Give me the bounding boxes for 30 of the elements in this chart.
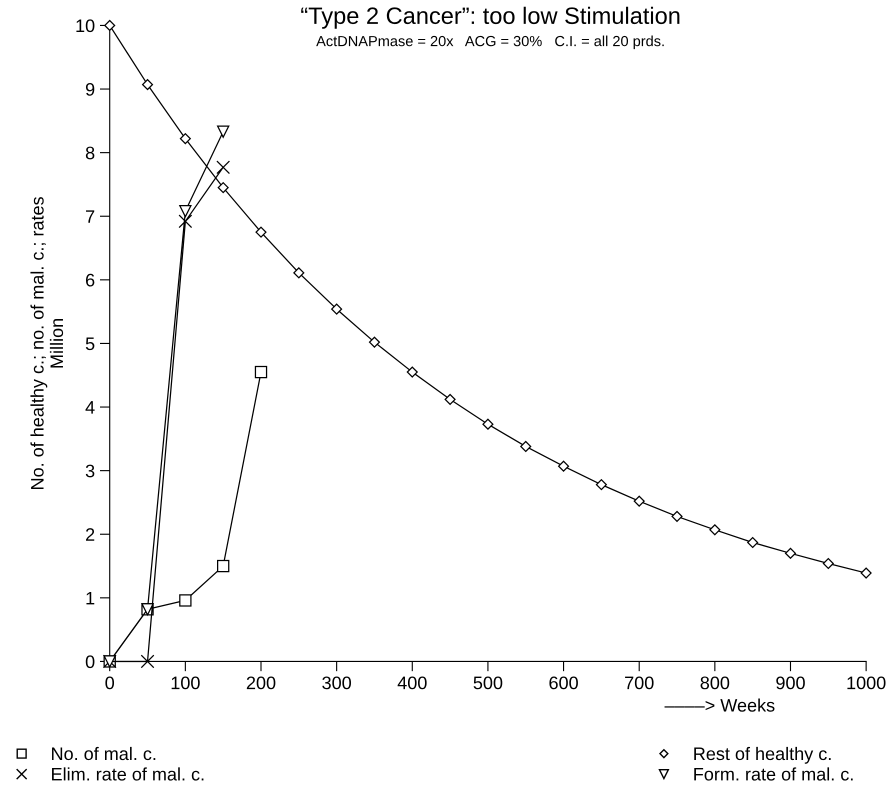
y-tick-label: 8 <box>86 146 94 160</box>
legend-label: Rest of healthy c. <box>694 746 831 764</box>
y-tick-label: 1 <box>86 592 94 604</box>
legend-label: Elim. rate of mal. c. <box>52 767 204 781</box>
y-tick-label: 5 <box>86 338 94 350</box>
y-tick-label: 3 <box>86 464 94 478</box>
x-tick-label: 700 <box>625 676 654 690</box>
chart-title: “Type 2 Cancer”: too low Stimulation <box>301 6 680 29</box>
y-axis-title: No. of healthy c.; no. of mal. c.; rates Million <box>30 197 64 489</box>
x-axis-title: ––––> Weeks <box>664 698 774 712</box>
x-tick-label: 400 <box>398 676 427 690</box>
text: ActDNAPmase = 20x ACG = 30% C.I. = all 20 prds. <box>316 36 664 50</box>
x-tick-label: 100 <box>172 676 200 690</box>
x-tick-label: 500 <box>474 676 502 690</box>
legend-label: Form. rate of mal. c. <box>694 767 853 781</box>
y-tick-label: 7 <box>86 210 94 223</box>
legend-label: No. of mal. c. <box>52 746 156 760</box>
y-tick-label: 4 <box>86 401 95 414</box>
x-tick-label: 0 <box>105 676 114 690</box>
x-tick-label: 600 <box>549 676 578 690</box>
y-tick-label: 10 <box>76 19 94 32</box>
y-tick-label: 6 <box>86 274 94 287</box>
x-tick-label: 300 <box>322 676 351 690</box>
x-tick-label: 200 <box>246 676 276 690</box>
x-tick-label: 900 <box>776 676 805 690</box>
x-tick-label: 800 <box>700 676 730 690</box>
x-tick-label: 1000 <box>847 676 886 690</box>
y-tick-label: 2 <box>86 528 94 541</box>
y-tick-label: 9 <box>86 82 94 96</box>
y-tick-label: 0 <box>86 655 94 668</box>
